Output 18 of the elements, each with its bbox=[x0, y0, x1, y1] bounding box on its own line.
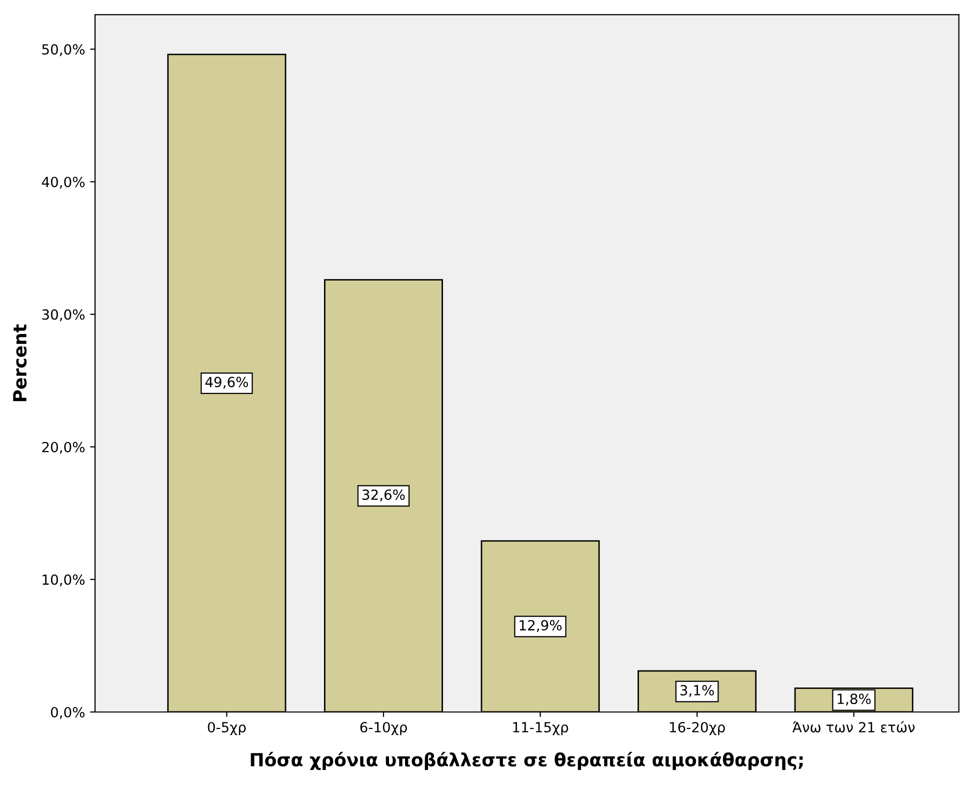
y-tick-label: 0,0% bbox=[50, 706, 85, 719]
y-tick-label: 50,0% bbox=[42, 44, 85, 56]
x-tick-label: 16-20χρ bbox=[670, 722, 725, 736]
data-label: 32,6% bbox=[362, 489, 405, 502]
x-tick-label: 11-15χρ bbox=[513, 722, 568, 736]
data-label: 1,8% bbox=[838, 694, 871, 706]
x-axis-title: Πόσα χρόνια υποβάλλεστε σε θεραπεία αιμοκάθαρσης; bbox=[250, 752, 803, 770]
x-tick-label: Άνω των 21 ετών bbox=[792, 721, 915, 732]
y-tick-label: 20,0% bbox=[42, 442, 85, 454]
x-tick-label: 6-10χρ bbox=[360, 722, 407, 736]
data-label: 49,6% bbox=[205, 376, 248, 389]
x-tick-label: 0-5χρ bbox=[208, 722, 246, 736]
y-tick-label: 10,0% bbox=[42, 574, 85, 586]
y-tick-label: 30,0% bbox=[42, 309, 85, 322]
data-label: 3,1% bbox=[680, 684, 714, 697]
data-label: 12,9% bbox=[520, 620, 562, 632]
y-axis-title: Percent bbox=[13, 324, 27, 402]
y-tick-label: 40,0% bbox=[42, 176, 85, 189]
